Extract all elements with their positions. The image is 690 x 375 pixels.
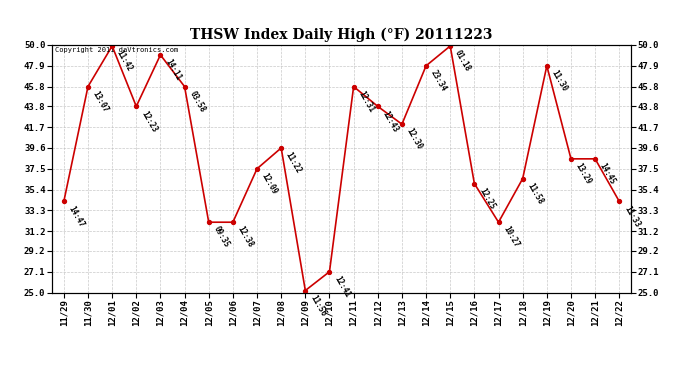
- Point: [179, 84, 190, 90]
- Point: [542, 63, 553, 69]
- Text: 11:56: 11:56: [308, 293, 328, 318]
- Point: [493, 219, 504, 225]
- Point: [444, 43, 455, 49]
- Point: [589, 156, 600, 162]
- Text: 13:29: 13:29: [574, 162, 593, 186]
- Text: 12:30: 12:30: [405, 127, 424, 152]
- Point: [276, 145, 287, 151]
- Point: [203, 219, 214, 225]
- Text: 10:27: 10:27: [502, 225, 521, 249]
- Text: Copyright 2011 daVtronics.com: Copyright 2011 daVtronics.com: [55, 48, 178, 54]
- Point: [299, 288, 310, 294]
- Point: [518, 176, 529, 181]
- Text: 13:07: 13:07: [91, 89, 110, 114]
- Text: 12:25: 12:25: [477, 186, 497, 211]
- Point: [106, 43, 117, 49]
- Text: 11:22: 11:22: [284, 151, 304, 175]
- Text: 14:45: 14:45: [598, 162, 618, 186]
- Text: 12:31: 12:31: [357, 89, 376, 114]
- Point: [469, 181, 480, 187]
- Point: [58, 198, 69, 204]
- Text: 11:58: 11:58: [526, 182, 545, 206]
- Text: 11:33: 11:33: [622, 204, 642, 229]
- Point: [155, 52, 166, 58]
- Text: 12:43: 12:43: [381, 109, 400, 134]
- Title: THSW Index Daily High (°F) 20111223: THSW Index Daily High (°F) 20111223: [190, 28, 493, 42]
- Point: [130, 104, 142, 110]
- Point: [83, 84, 94, 90]
- Text: 12:41: 12:41: [333, 274, 352, 299]
- Text: 09:35: 09:35: [212, 225, 231, 249]
- Point: [251, 166, 262, 172]
- Text: 11:30: 11:30: [550, 69, 569, 93]
- Text: 23:34: 23:34: [429, 69, 448, 93]
- Text: 03:58: 03:58: [188, 89, 207, 114]
- Point: [228, 219, 239, 225]
- Text: 12:23: 12:23: [139, 109, 159, 134]
- Point: [614, 198, 625, 204]
- Point: [324, 269, 335, 275]
- Text: 14:47: 14:47: [67, 204, 86, 229]
- Point: [373, 104, 384, 110]
- Text: 12:09: 12:09: [260, 171, 279, 196]
- Text: 14:11: 14:11: [164, 58, 183, 82]
- Point: [420, 63, 432, 69]
- Text: 11:42: 11:42: [115, 49, 135, 73]
- Text: 12:38: 12:38: [236, 225, 255, 249]
- Point: [396, 121, 407, 127]
- Point: [348, 84, 359, 90]
- Point: [566, 156, 577, 162]
- Text: 01:18: 01:18: [453, 49, 473, 73]
